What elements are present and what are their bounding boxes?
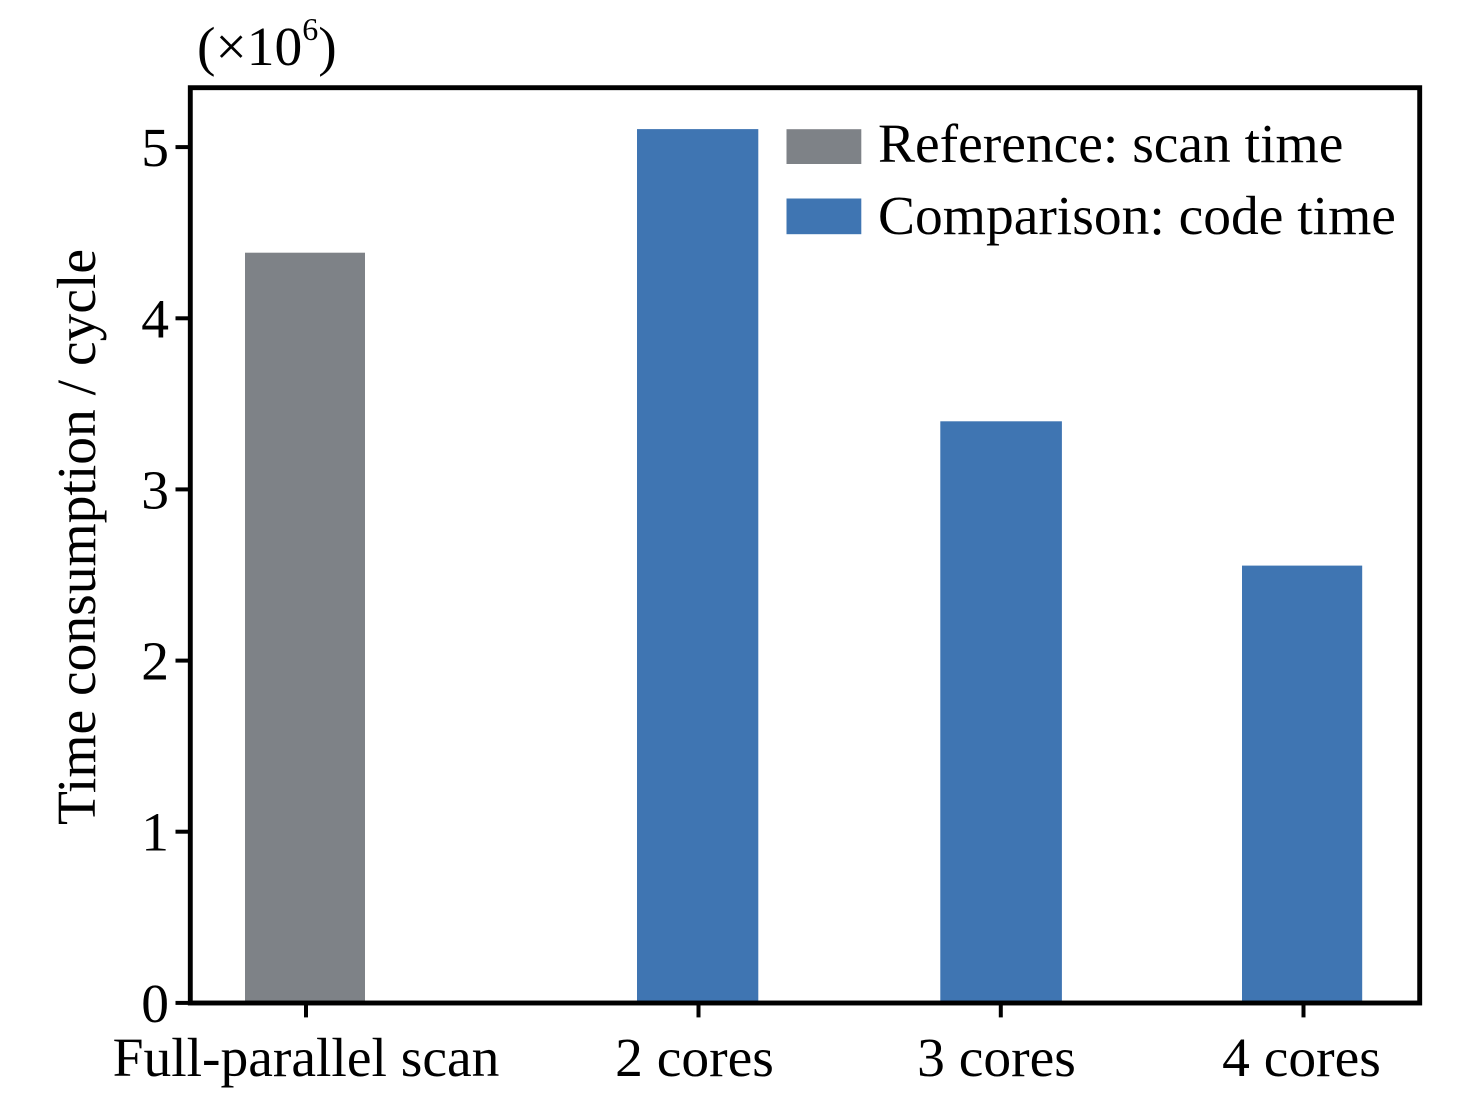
svg-text:5: 5 bbox=[141, 118, 169, 179]
svg-text:1: 1 bbox=[141, 803, 169, 864]
svg-text:Time consumption / cycle: Time consumption / cycle bbox=[47, 249, 108, 825]
svg-text:Full-parallel scan: Full-parallel scan bbox=[113, 1028, 500, 1089]
svg-text:Comparison: code time: Comparison: code time bbox=[878, 186, 1396, 247]
svg-text:2: 2 bbox=[141, 632, 169, 693]
svg-text:0: 0 bbox=[141, 974, 169, 1035]
svg-text:4 cores: 4 cores bbox=[1222, 1028, 1381, 1089]
svg-text:(×106): (×106) bbox=[197, 11, 337, 78]
svg-text:4: 4 bbox=[141, 289, 169, 350]
svg-text:3 cores: 3 cores bbox=[917, 1028, 1076, 1089]
svg-text:Reference: scan time: Reference: scan time bbox=[878, 114, 1343, 175]
svg-text:2 cores: 2 cores bbox=[615, 1028, 774, 1089]
svg-text:3: 3 bbox=[141, 460, 169, 521]
